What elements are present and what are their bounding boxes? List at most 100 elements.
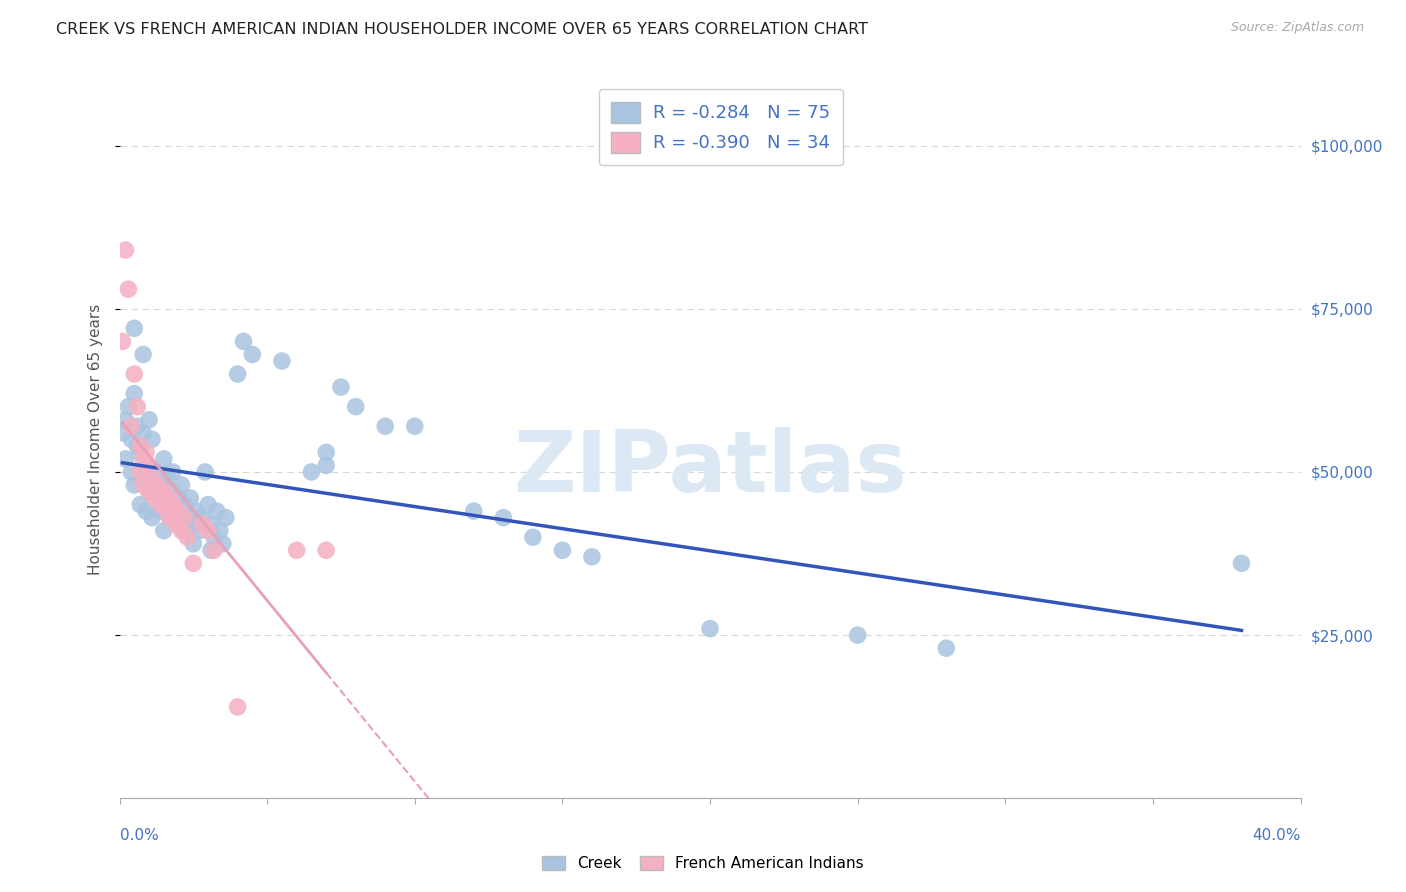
Point [170,524,193,538]
Text: ZIPatlas: ZIPatlas [513,426,907,509]
Point [463,504,485,518]
Point [170,478,193,492]
Point [522,530,544,544]
Point [208,524,231,538]
Point [232,334,254,349]
Point [242,347,264,361]
Point [146,478,169,492]
Point [374,419,396,434]
Point [114,451,136,466]
Point [173,524,195,538]
Point [191,517,214,532]
Point [211,537,233,551]
Text: Source: ZipAtlas.com: Source: ZipAtlas.com [1230,21,1364,34]
Legend: R = -0.284   N = 75, R = -0.390   N = 34: R = -0.284 N = 75, R = -0.390 N = 34 [599,89,842,165]
Text: 40.0%: 40.0% [1253,829,1301,843]
Point [551,543,574,558]
Legend: Creek, French American Indians: Creek, French American Indians [536,850,870,877]
Point [153,451,174,466]
Point [135,445,157,459]
Point [301,465,323,479]
Point [138,458,160,473]
Point [162,498,184,512]
Point [581,549,603,564]
Y-axis label: Householder Income Over 65 years: Householder Income Over 65 years [87,303,103,575]
Point [205,504,228,518]
Point [173,510,195,524]
Point [197,498,219,512]
Point [124,321,146,335]
Point [173,498,195,512]
Point [149,478,172,492]
Point [127,439,149,453]
Point [226,367,249,381]
Point [120,465,142,479]
Point [156,498,179,512]
Point [492,510,515,524]
Point [194,465,217,479]
Point [200,543,222,558]
Point [127,400,149,414]
Point [156,471,179,485]
Point [132,347,155,361]
Point [167,504,190,518]
Point [404,419,426,434]
Point [186,504,208,518]
Point [1230,557,1253,571]
Point [127,419,149,434]
Point [143,491,166,505]
Point [149,504,172,518]
Point [114,413,136,427]
Point [165,504,187,518]
Text: CREEK VS FRENCH AMERICAN INDIAN HOUSEHOLDER INCOME OVER 65 YEARS CORRELATION CHA: CREEK VS FRENCH AMERICAN INDIAN HOUSEHOL… [56,22,869,37]
Point [935,641,957,656]
Point [159,491,181,505]
Point [159,510,181,524]
Point [197,524,219,538]
Point [114,243,136,257]
Point [138,484,160,499]
Point [149,498,172,512]
Point [270,354,294,368]
Point [135,458,157,473]
Point [129,465,152,479]
Point [120,419,142,434]
Point [162,465,184,479]
Point [191,510,214,524]
Point [141,471,163,485]
Point [344,400,367,414]
Point [117,282,139,296]
Point [141,510,163,524]
Point [153,524,174,538]
Point [329,380,352,394]
Point [156,504,179,518]
Point [124,478,146,492]
Point [846,628,869,642]
Point [129,498,152,512]
Point [111,425,134,440]
Point [138,484,160,499]
Point [179,491,201,505]
Point [141,432,163,446]
Point [143,465,166,479]
Point [162,484,184,499]
Point [132,471,155,485]
Point [183,537,205,551]
Point [188,524,211,538]
Point [135,504,157,518]
Point [176,530,198,544]
Point [167,491,190,505]
Point [153,484,174,499]
Point [183,517,205,532]
Point [226,700,249,714]
Point [202,530,225,544]
Point [146,491,169,505]
Point [176,510,198,524]
Point [315,543,337,558]
Point [202,543,225,558]
Point [129,439,152,453]
Point [132,478,155,492]
Point [315,458,337,473]
Point [159,510,181,524]
Point [124,386,146,401]
